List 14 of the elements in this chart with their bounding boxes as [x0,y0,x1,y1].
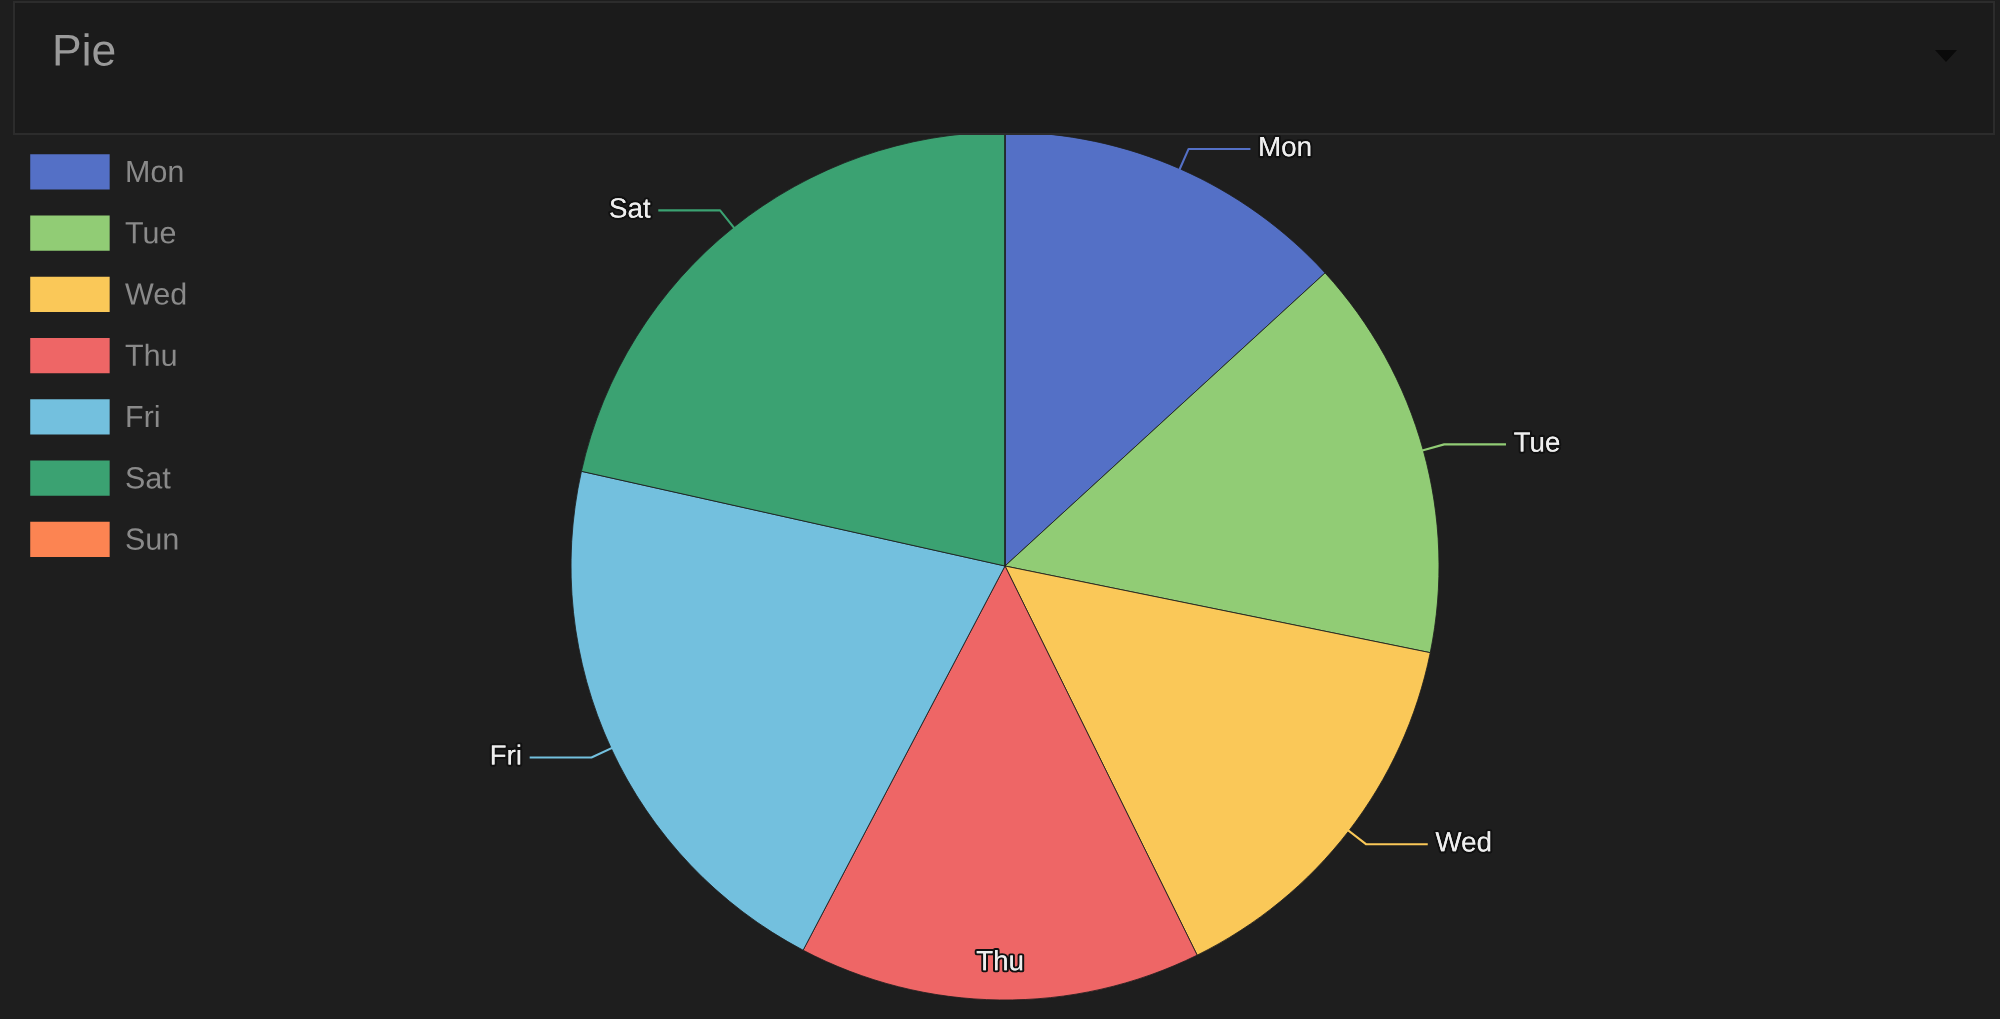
legend-label: Fri [127,404,159,428]
slice-label: Tue [1514,432,1560,452]
legend-label: Wed [125,282,186,305]
legend-label: Sat [126,467,171,489]
slice-label: Sat [610,198,651,218]
slice-label: Thu [976,950,1023,971]
legend-label: Sun [126,528,178,550]
legend-label: Thu [125,343,176,367]
legend-label: Mon [127,161,183,183]
legend-label: Tue [125,222,176,244]
slice-label: Mon [1260,137,1311,157]
slice-label: Fri [491,744,521,765]
chart-title: Pie [55,33,115,66]
slice-label: Wed [1435,831,1491,852]
